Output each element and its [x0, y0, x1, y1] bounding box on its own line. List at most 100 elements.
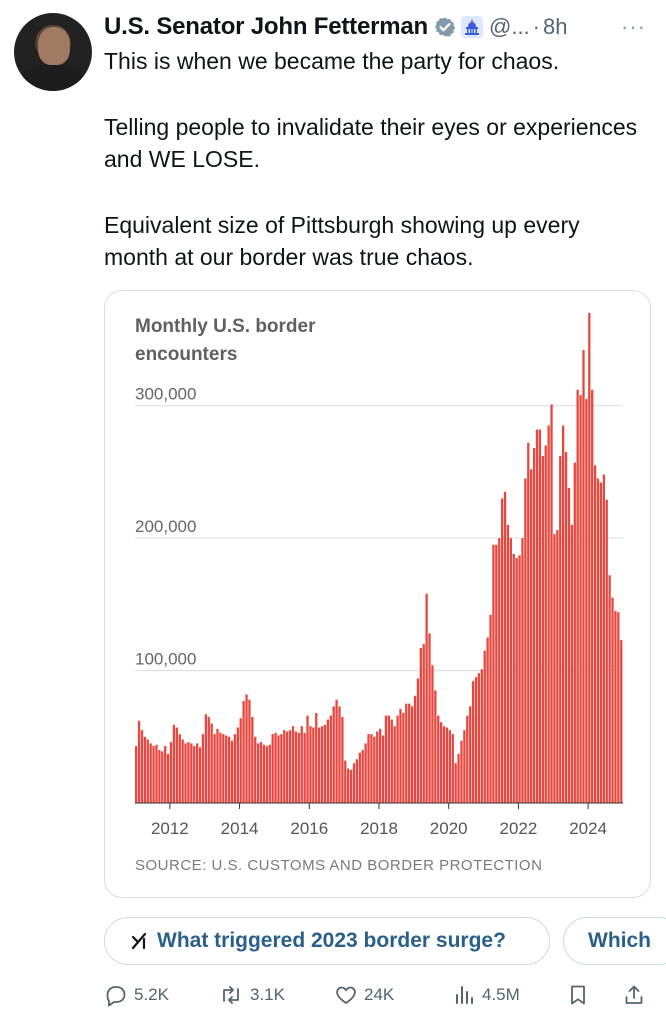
- chart-bar: [204, 714, 208, 803]
- chart-bar: [387, 715, 391, 803]
- chart-bar: [338, 706, 341, 803]
- chart-bar: [466, 715, 469, 803]
- tweet-timestamp[interactable]: 8h: [543, 14, 568, 39]
- chart-bar: [463, 730, 466, 803]
- chart-bar: [236, 727, 239, 803]
- chart-bar: [140, 730, 144, 803]
- repost-button[interactable]: 3.1K: [218, 983, 285, 1007]
- chart-bar: [227, 736, 231, 803]
- chart-bar: [541, 456, 544, 803]
- like-count: 24K: [364, 985, 395, 1004]
- chart-bar: [512, 554, 515, 803]
- chart-bar: [605, 499, 608, 803]
- chart-bar: [556, 530, 559, 803]
- chart-bar: [416, 678, 420, 803]
- chart-bar: [210, 723, 213, 803]
- chart-bar: [164, 746, 167, 803]
- chart-bar: [489, 614, 492, 803]
- chart-bar: [422, 644, 425, 803]
- views-icon: [456, 986, 473, 1004]
- chart-bar: [376, 731, 379, 803]
- chart-bar: [291, 726, 295, 803]
- chart-bar: [187, 742, 190, 803]
- grok-icon: [131, 932, 147, 950]
- chart-bar: [454, 763, 457, 803]
- chart-bar: [361, 750, 364, 803]
- chart-bar: [521, 538, 524, 803]
- chart-bar: [242, 701, 245, 803]
- tweet-paragraph: This is when we became the party for cha…: [104, 48, 560, 74]
- chart-bar: [442, 726, 446, 803]
- chart-bar: [146, 739, 149, 803]
- chart-bar: [544, 445, 547, 803]
- like-button[interactable]: 24K: [334, 983, 394, 1007]
- chart-bar: [169, 742, 173, 803]
- chart-bar: [355, 759, 359, 803]
- chart-bar: [175, 727, 178, 803]
- chart-bar: [582, 350, 585, 803]
- y-tick-label: 200,000: [135, 517, 196, 536]
- repost-icon: [223, 986, 239, 1004]
- grok-suggestion-button[interactable]: What triggered 2023 border surge?: [104, 917, 550, 965]
- chart-bar: [318, 727, 321, 803]
- chart-bar: [611, 597, 614, 803]
- chart-bar: [245, 694, 248, 803]
- chart-bar: [405, 703, 408, 803]
- chart-bar: [349, 769, 353, 803]
- y-tick-label: 100,000: [135, 650, 196, 669]
- bookmark-icon: [571, 985, 585, 1005]
- chart-bar: [201, 734, 205, 803]
- chart-bar: [495, 544, 498, 803]
- x-tick-label: 2016: [290, 819, 328, 838]
- grok-suggestion-button-2[interactable]: Which: [563, 917, 666, 965]
- author-handle[interactable]: @...: [489, 14, 530, 39]
- chart-bar: [306, 715, 309, 803]
- share-button[interactable]: [622, 983, 652, 1007]
- chart-bar: [155, 744, 158, 803]
- reply-button[interactable]: 5.2K: [104, 983, 169, 1007]
- chart-bar: [181, 739, 184, 803]
- chart-bar: [315, 712, 318, 803]
- more-options-icon[interactable]: ···: [621, 14, 646, 39]
- chart-bar: [312, 727, 315, 803]
- chart-bar: [480, 669, 483, 803]
- chart-bar: [527, 442, 530, 803]
- chart-bar: [588, 313, 591, 803]
- chart-bar: [265, 746, 269, 803]
- chart-bar: [309, 726, 312, 803]
- chart-bar: [152, 746, 155, 803]
- heart-icon: [336, 986, 356, 1004]
- chart-bar: [570, 524, 574, 803]
- chart-bar: [474, 677, 478, 803]
- chart-bar: [219, 732, 222, 803]
- chart-bar: [358, 752, 361, 803]
- views-button[interactable]: 4.5M: [452, 983, 520, 1007]
- chart-bar: [515, 558, 518, 803]
- chart-bar: [448, 730, 452, 803]
- chart-bar: [297, 732, 300, 803]
- chart-bar: [216, 728, 219, 803]
- chart-bar: [501, 498, 504, 803]
- author-avatar[interactable]: [14, 13, 92, 91]
- chart-bar: [196, 743, 199, 803]
- chart-bar: [591, 389, 594, 803]
- x-tick-label: 2024: [569, 819, 607, 838]
- chart-bar: [248, 699, 251, 803]
- chart-bar: [413, 695, 417, 803]
- tweet-header: U.S. Senator John Fetterman @... · 8h ··…: [104, 10, 652, 44]
- bookmark-button[interactable]: [566, 983, 596, 1007]
- chart-bar: [408, 703, 411, 803]
- author-name[interactable]: U.S. Senator John Fetterman: [104, 13, 428, 40]
- chart-title: Monthly U.S. border encounters: [135, 316, 316, 365]
- chart-bar: [390, 719, 393, 803]
- tweet-paragraph: Equivalent size of Pittsburgh showing up…: [104, 212, 580, 270]
- chart-bar: [399, 708, 402, 803]
- verified-badge-icon: [434, 17, 456, 37]
- chart-bar: [585, 399, 588, 803]
- reply-count: 5.2K: [134, 985, 169, 1004]
- x-tick-label: 2022: [500, 819, 538, 838]
- chart-card[interactable]: Monthly U.S. border encounters 100,000 20…: [104, 290, 651, 898]
- chart-bar: [562, 425, 565, 803]
- chart-bar: [135, 746, 138, 803]
- chart-bar: [451, 734, 454, 803]
